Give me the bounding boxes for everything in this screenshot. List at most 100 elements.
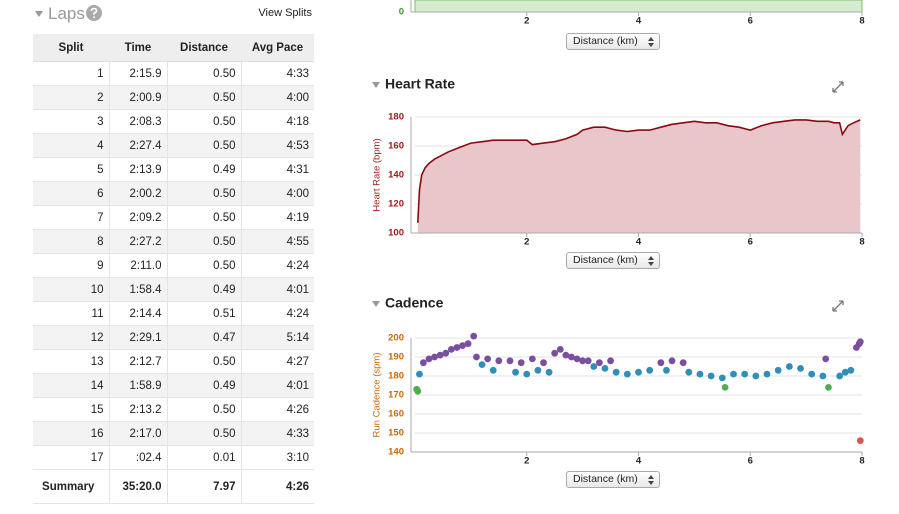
column-header: Split bbox=[33, 34, 109, 62]
point bbox=[425, 355, 433, 363]
y-tick-label: 140 bbox=[388, 447, 404, 458]
header-row: Split Time Distance Avg Pace bbox=[33, 34, 314, 62]
point bbox=[562, 351, 570, 359]
point bbox=[442, 349, 450, 357]
info-icon[interactable] bbox=[85, 4, 103, 22]
line bbox=[417, 119, 861, 223]
lap-cell: 0.01 bbox=[166, 445, 241, 470]
lap-row: 2 2:00.9 0.50 4:00 bbox=[33, 85, 314, 110]
lap-cell: 2:29.1 bbox=[108, 325, 167, 350]
lap-row: 9 2:11.0 0.50 4:24 bbox=[33, 253, 314, 278]
point bbox=[721, 384, 729, 391]
y-tick-label: 100 bbox=[388, 228, 404, 239]
lap-cell: 2:14.4 bbox=[108, 301, 167, 326]
point bbox=[551, 349, 559, 357]
point bbox=[696, 370, 704, 378]
y-tick-label: 180 bbox=[388, 371, 404, 382]
lap-cell: 4:31 bbox=[240, 157, 314, 182]
point bbox=[416, 370, 423, 378]
lap-cell: 0.50 bbox=[166, 133, 241, 158]
point bbox=[595, 359, 603, 367]
lap-cell: 17 bbox=[33, 445, 109, 470]
collapse-icon[interactable] bbox=[372, 301, 380, 307]
point bbox=[568, 353, 575, 361]
collapse-icon[interactable] bbox=[372, 82, 380, 88]
x-axis-dropdown[interactable]: Distance (km) bbox=[566, 252, 660, 269]
lap-cell: 0.50 bbox=[166, 229, 241, 254]
lap-cell: 2:08.3 bbox=[108, 109, 167, 134]
lap-row: 11 2:14.4 0.51 4:24 bbox=[33, 301, 314, 326]
point bbox=[730, 370, 737, 378]
point bbox=[607, 357, 614, 365]
expand-icon[interactable] bbox=[832, 300, 844, 312]
point bbox=[523, 370, 531, 378]
point bbox=[489, 366, 497, 374]
lap-cell: 6 bbox=[33, 181, 109, 206]
x-tick-label: 8 bbox=[859, 456, 864, 467]
lap-cell: 0.49 bbox=[166, 277, 241, 302]
expand-icon[interactable] bbox=[832, 81, 844, 93]
lap-cell: 0.50 bbox=[166, 349, 241, 374]
view-splits-link[interactable]: View Splits bbox=[258, 7, 312, 19]
x-tick-label: 4 bbox=[636, 456, 642, 467]
lap-cell: 0.50 bbox=[166, 397, 241, 422]
point bbox=[822, 355, 830, 363]
point bbox=[484, 355, 492, 363]
lap-cell: 2:11.0 bbox=[108, 253, 167, 278]
lap-row: 1 2:15.9 0.50 4:33 bbox=[33, 61, 314, 86]
point bbox=[453, 344, 461, 351]
lap-cell: 4:24 bbox=[240, 253, 314, 278]
point bbox=[785, 363, 793, 370]
point bbox=[855, 340, 863, 348]
point bbox=[459, 342, 466, 349]
point bbox=[841, 368, 849, 376]
y-tick-label: 200 bbox=[388, 333, 404, 344]
column-header: Avg Pace bbox=[241, 34, 314, 62]
laps-header: Laps View Splits bbox=[33, 2, 314, 26]
lap-cell: 13 bbox=[33, 349, 109, 374]
point bbox=[447, 346, 455, 353]
point bbox=[478, 361, 486, 368]
lap-cell: 0.47 bbox=[166, 325, 241, 350]
collapse-icon[interactable] bbox=[33, 4, 63, 28]
column-header: Time bbox=[109, 34, 167, 62]
lap-cell: 4:18 bbox=[240, 109, 314, 134]
y-tick-label: 160 bbox=[388, 141, 404, 152]
laps-title: Laps bbox=[48, 4, 85, 23]
lap-cell: 4:24 bbox=[240, 301, 314, 326]
dropdown-label: Distance (km) bbox=[573, 35, 638, 47]
point bbox=[473, 353, 480, 361]
point bbox=[579, 357, 587, 365]
x-tick-label: 2 bbox=[524, 456, 529, 467]
area-fill bbox=[414, 0, 863, 13]
lap-cell: 0.50 bbox=[166, 85, 241, 110]
lap-cell: 4:33 bbox=[240, 61, 314, 86]
point bbox=[601, 365, 609, 372]
summary-cell: 35:20.0 bbox=[108, 469, 167, 504]
x-tick-label: 6 bbox=[748, 16, 753, 27]
point bbox=[718, 374, 726, 382]
point bbox=[853, 344, 860, 351]
dropdown-label: Distance (km) bbox=[573, 254, 638, 266]
x-axis-dropdown[interactable]: Distance (km) bbox=[566, 33, 660, 50]
lap-cell: 11 bbox=[33, 301, 109, 326]
y-axis-label: Run Cadence (spm) bbox=[372, 352, 383, 437]
lap-cell: 0.51 bbox=[166, 301, 241, 326]
column-header: Distance bbox=[167, 34, 241, 62]
point bbox=[663, 366, 670, 374]
x-tick-label: 4 bbox=[636, 237, 642, 248]
x-axis-dropdown[interactable]: Distance (km) bbox=[566, 471, 660, 488]
lap-cell: 4:53 bbox=[240, 133, 314, 158]
dropdown-arrows bbox=[648, 256, 654, 266]
lap-cell: 4:19 bbox=[240, 205, 314, 230]
point bbox=[528, 355, 536, 363]
point bbox=[534, 366, 542, 374]
lap-cell: 5:14 bbox=[240, 325, 314, 350]
point bbox=[556, 346, 564, 353]
lap-cell: 16 bbox=[33, 421, 109, 446]
lap-cell: 10 bbox=[33, 277, 109, 302]
y-tick-label: 140 bbox=[388, 170, 404, 181]
dropdown-arrows bbox=[648, 475, 654, 485]
point bbox=[612, 368, 620, 376]
